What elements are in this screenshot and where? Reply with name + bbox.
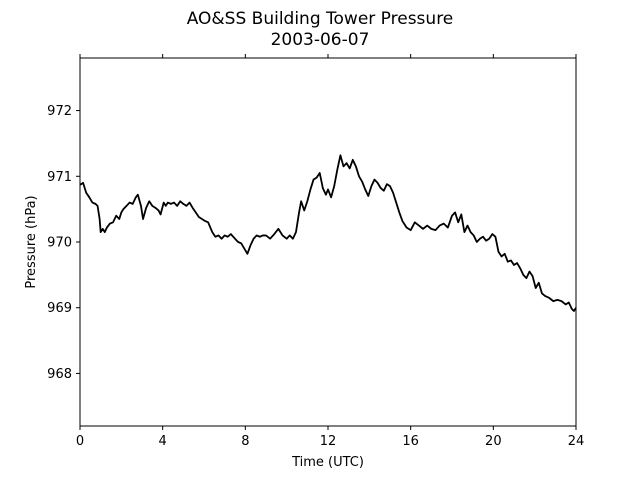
chart-subtitle: 2003-06-07 [271, 30, 370, 50]
x-tick-label: 0 [76, 434, 84, 449]
y-axis-label: Pressure (hPa) [24, 195, 39, 288]
plot-area [79, 57, 577, 427]
chart-title: AO&SS Building Tower Pressure [187, 9, 454, 29]
y-tick-label: 969 [47, 301, 72, 316]
x-tick-label: 20 [485, 434, 502, 449]
y-tick-label: 970 [47, 236, 72, 251]
x-tick-label: 8 [241, 434, 249, 449]
y-tick-label: 972 [47, 104, 72, 119]
y-tick-label: 971 [47, 170, 72, 185]
x-axis-label: Time (UTC) [291, 455, 364, 470]
pressure-series-line [79, 154, 577, 312]
x-tick-label: 16 [402, 434, 419, 449]
plot-frame [79, 57, 577, 427]
y-axis: 968 969 970 971 972 [47, 104, 80, 382]
x-tick-label: 4 [159, 434, 167, 449]
y-tick-label: 968 [47, 367, 72, 382]
x-axis: 0 4 8 12 16 20 24 [76, 54, 584, 449]
x-tick-label: 24 [568, 434, 585, 449]
x-tick-label: 12 [320, 434, 337, 449]
